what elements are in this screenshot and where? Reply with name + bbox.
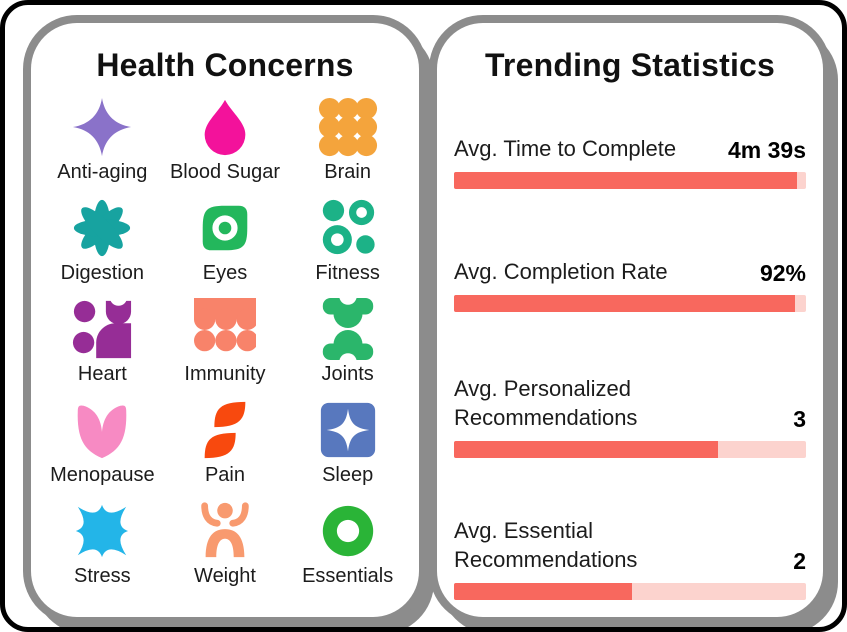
tile-label: Brain <box>324 161 371 183</box>
tile-blood-sugar: Blood Sugar <box>164 96 287 197</box>
star-square-icon <box>320 402 375 458</box>
progress-fill <box>454 583 632 601</box>
stat-row: Avg. Completion Rate 92% <box>454 257 806 286</box>
tile-digestion: Digestion <box>41 197 164 298</box>
tile-label: Heart <box>77 363 127 385</box>
progress-track <box>454 295 806 313</box>
progress-fill <box>454 172 798 190</box>
tile-label: Blood Sugar <box>169 161 281 183</box>
health-concerns-card: Health Concerns Anti-aging Blood Sugar <box>31 23 419 617</box>
tulip-icon <box>78 405 127 459</box>
tile-label: Anti-aging <box>57 161 148 183</box>
tile-stress: Stress <box>41 500 164 601</box>
droplet-icon <box>204 99 246 156</box>
stat-label: Avg. Personalized Recommendations <box>454 376 638 431</box>
stat-avg-time-to-complete: Avg. Time to Complete 4m 39s <box>454 134 806 190</box>
joint-x-icon <box>322 298 373 360</box>
stat-value: 3 <box>793 405 806 432</box>
tile-anti-aging: Anti-aging <box>41 96 164 197</box>
tile-label: Stress <box>73 565 131 587</box>
tile-weight: Weight <box>164 500 287 601</box>
leaf-eye-icon <box>202 205 248 251</box>
tile-heart: Heart <box>41 298 164 399</box>
stat-value: 92% <box>759 259 806 286</box>
tile-label: Digestion <box>60 262 145 284</box>
trending-statistics-title: Trending Statistics <box>484 47 776 83</box>
progress-track <box>454 172 806 190</box>
eight-petal-flower-icon <box>74 199 131 257</box>
abstract-heart-icon <box>73 298 132 359</box>
stats-list: Avg. Time to Complete 4m 39s Avg. Comple… <box>437 134 823 601</box>
tile-label: Pain <box>204 464 245 486</box>
health-concerns-title: Health Concerns <box>96 47 354 83</box>
tile-brain: Brain <box>286 96 409 197</box>
nine-dots-icon <box>318 97 377 157</box>
progress-track <box>454 441 806 459</box>
cells-star-icon <box>193 298 256 352</box>
tile-eyes: Eyes <box>164 197 287 298</box>
person-arms-up-icon <box>201 502 249 558</box>
tile-label: Essentials <box>302 565 394 587</box>
tile-label: Eyes <box>202 262 248 284</box>
tile-immunity: Immunity <box>164 298 287 399</box>
petal-star-icon <box>76 504 129 558</box>
tile-label: Joints <box>321 363 374 385</box>
stat-row: Avg. Essential Recommendations 2 <box>454 516 806 574</box>
tile-menopause: Menopause <box>41 399 164 500</box>
stat-value: 4m 39s <box>727 136 806 163</box>
tile-pain: Pain <box>164 399 287 500</box>
stat-avg-completion-rate: Avg. Completion Rate 92% <box>454 257 806 313</box>
tile-essentials: Essentials <box>286 500 409 601</box>
stat-avg-personalized-recommendations: Avg. Personalized Recommendations 3 <box>454 374 806 459</box>
progress-track <box>454 583 806 601</box>
stat-row: Avg. Time to Complete 4m 39s <box>454 134 806 163</box>
tile-label: Immunity <box>184 363 266 385</box>
trending-statistics-card: Trending Statistics Avg. Time to Complet… <box>437 23 823 617</box>
stat-avg-essential-recommendations: Avg. Essential Recommendations 2 <box>454 516 806 601</box>
health-concerns-grid: Anti-aging Blood Sugar Brain <box>31 84 419 601</box>
tile-label: Menopause <box>50 464 155 486</box>
tile-label: Weight <box>194 565 256 587</box>
stat-label: Avg. Completion Rate <box>454 259 668 285</box>
two-leaves-icon <box>204 401 246 459</box>
stat-label: Avg. Essential Recommendations <box>454 518 638 573</box>
tile-joints: Joints <box>286 298 409 399</box>
tile-label: Sleep <box>322 464 374 486</box>
stat-label: Avg. Time to Complete <box>454 136 677 161</box>
stat-value: 2 <box>793 547 806 574</box>
progress-fill <box>454 295 796 313</box>
stat-row: Avg. Personalized Recommendations 3 <box>454 374 806 432</box>
tile-label: Fitness <box>315 262 380 284</box>
tile-sleep: Sleep <box>286 399 409 500</box>
four-circles-icon <box>322 199 375 255</box>
donut-icon <box>322 505 373 557</box>
tile-fitness: Fitness <box>286 197 409 298</box>
progress-fill <box>454 441 718 459</box>
four-point-star-icon <box>73 97 132 157</box>
